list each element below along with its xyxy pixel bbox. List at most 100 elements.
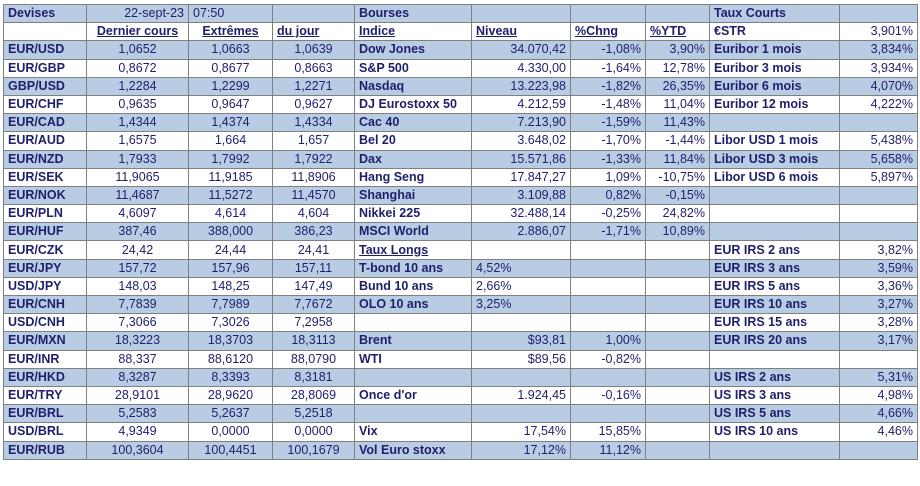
currency-high: 1,2299 — [188, 76, 273, 96]
currency-last: 1,6575 — [86, 131, 189, 151]
index-name: DJ Eurostoxx 50 — [354, 94, 472, 115]
currency-last: 148,03 — [86, 276, 189, 297]
table-row: USD/JPY 148,03 148,25 147,49 Bund 10 ans… — [3, 276, 918, 297]
index-name: Nikkei 225 — [354, 204, 472, 224]
currency-pair: EUR/CZK — [3, 240, 87, 260]
currency-last: 0,8672 — [86, 58, 189, 78]
short-rate-name: Euribor 3 mois — [709, 58, 840, 78]
vol-value: 17,12% — [471, 440, 571, 460]
table-row: EUR/SEK 11,9065 11,9185 11,8906 Hang Sen… — [3, 167, 918, 187]
eur-irs-name: EUR IRS 3 ans — [709, 258, 840, 278]
currency-high: 4,614 — [188, 204, 273, 224]
index-chng: 0,82% — [570, 185, 646, 206]
table-row: EUR/TRY 28,9101 28,9620 28,8069 Once d'o… — [3, 385, 918, 406]
col-du-jour: du jour — [272, 22, 355, 42]
currency-high: 11,5272 — [188, 185, 273, 206]
index-name: Bel 20 — [354, 131, 472, 151]
currency-pair: EUR/MXN — [3, 331, 87, 351]
currency-pair: EUR/SEK — [3, 167, 87, 187]
table-row: GBP/USD 1,2284 1,2299 1,2271 Nasdaq 13.2… — [3, 76, 918, 96]
currency-last: 4,6097 — [86, 204, 189, 224]
index-chng: 1,09% — [570, 167, 646, 187]
currency-pair: EUR/HKD — [3, 367, 87, 387]
libor-name: Libor USD 6 mois — [709, 167, 840, 187]
libor-value: 5,658% — [839, 149, 918, 169]
currency-last: 18,3223 — [86, 331, 189, 351]
index-level: 4.212,59 — [471, 94, 571, 115]
table-row: EUR/PLN 4,6097 4,614 4,604 Nikkei 225 32… — [3, 204, 918, 224]
table-row: USD/BRL 4,9349 0,0000 0,0000 Vix 17,54% … — [3, 422, 918, 442]
index-name: Shanghai — [354, 185, 472, 206]
index-chng: -1,08% — [570, 40, 646, 60]
bourses-header: Bourses — [354, 3, 472, 24]
bond-name: Bund 10 ans — [354, 276, 472, 297]
currency-pair: EUR/CHF — [3, 94, 87, 115]
us-irs-value: 4,66% — [839, 404, 918, 424]
eur-irs-value: 3,27% — [839, 294, 918, 315]
table-row: EUR/CNH 7,7839 7,7989 7,7672 OLO 10 ans … — [3, 294, 918, 315]
index-chng: -1,71% — [570, 222, 646, 242]
libor-name: Libor USD 1 mois — [709, 131, 840, 151]
vol-chng: 11,12% — [570, 440, 646, 460]
table-row: EUR/GBP 0,8672 0,8677 0,8663 S&P 500 4.3… — [3, 58, 918, 78]
us-irs-value: 4,98% — [839, 385, 918, 406]
currency-low: 147,49 — [272, 276, 355, 297]
table-row: EUR/USD 1,0652 1,0663 1,0639 Dow Jones 3… — [3, 40, 918, 60]
table-row: EUR/HKD 8,3287 8,3393 8,3181 US IRS 2 an… — [3, 367, 918, 387]
currency-low: 386,23 — [272, 222, 355, 242]
eur-irs-name: EUR IRS 20 ans — [709, 331, 840, 351]
index-level: 3.109,88 — [471, 185, 571, 206]
index-level: 7.213,90 — [471, 113, 571, 133]
currency-low: 0,9627 — [272, 94, 355, 115]
market-rates-table: Devises 22-sept-23 07:50 Bourses Taux Co… — [3, 3, 918, 460]
index-chng: -1,48% — [570, 94, 646, 115]
table-row: EUR/BRL 5,2583 5,2637 5,2518 US IRS 5 an… — [3, 404, 918, 424]
eur-irs-value: 3,82% — [839, 240, 918, 260]
currency-low: 1,657 — [272, 131, 355, 151]
currency-high: 0,9647 — [188, 94, 273, 115]
currency-high: 0,0000 — [188, 422, 273, 442]
currency-pair: EUR/PLN — [3, 204, 87, 224]
currency-high: 11,9185 — [188, 167, 273, 187]
us-irs-value: 4,46% — [839, 422, 918, 442]
taux-longs-header: Taux Longs — [354, 240, 472, 260]
index-name: Hang Seng — [354, 167, 472, 187]
currency-high: 8,3393 — [188, 367, 273, 387]
currency-pair: EUR/AUD — [3, 131, 87, 151]
gold-name: Once d'or — [354, 385, 472, 406]
currency-high: 1,4374 — [188, 113, 273, 133]
index-chng: -1,82% — [570, 76, 646, 96]
index-name: S&P 500 — [354, 58, 472, 78]
currency-last: 7,7839 — [86, 294, 189, 315]
currency-last: 387,46 — [86, 222, 189, 242]
col-niveau: Niveau — [471, 22, 571, 42]
table-row: EUR/MXN 18,3223 18,3703 18,3113 Brent $9… — [3, 331, 918, 351]
report-date: 22-sept-23 — [86, 3, 189, 24]
index-ytd: 3,90% — [645, 40, 710, 60]
currency-low: 11,4570 — [272, 185, 355, 206]
currency-high: 28,9620 — [188, 385, 273, 406]
currency-high: 1,664 — [188, 131, 273, 151]
short-rate-value: 4,222% — [839, 94, 918, 115]
index-level: 17.847,27 — [471, 167, 571, 187]
index-ytd: 11,84% — [645, 149, 710, 169]
commodity-value: $89,56 — [471, 349, 571, 369]
commodity-value: $93,81 — [471, 331, 571, 351]
currency-pair: USD/BRL — [3, 422, 87, 442]
bond-name: OLO 10 ans — [354, 294, 472, 315]
currency-low: 7,2958 — [272, 313, 355, 333]
bond-value: 3,25% — [471, 294, 571, 315]
bond-value: 2,66% — [471, 276, 571, 297]
currency-last: 11,9065 — [86, 167, 189, 187]
taux-courts-header: Taux Courts — [709, 3, 840, 24]
currency-high: 18,3703 — [188, 331, 273, 351]
currency-pair: EUR/JPY — [3, 258, 87, 278]
col-indice: Indice — [354, 22, 472, 42]
index-ytd: 11,04% — [645, 94, 710, 115]
index-chng: -1,59% — [570, 113, 646, 133]
currency-low: 0,0000 — [272, 422, 355, 442]
currency-low: 11,8906 — [272, 167, 355, 187]
currency-pair: GBP/USD — [3, 76, 87, 96]
currency-low: 1,7922 — [272, 149, 355, 169]
currency-low: 157,11 — [272, 258, 355, 278]
